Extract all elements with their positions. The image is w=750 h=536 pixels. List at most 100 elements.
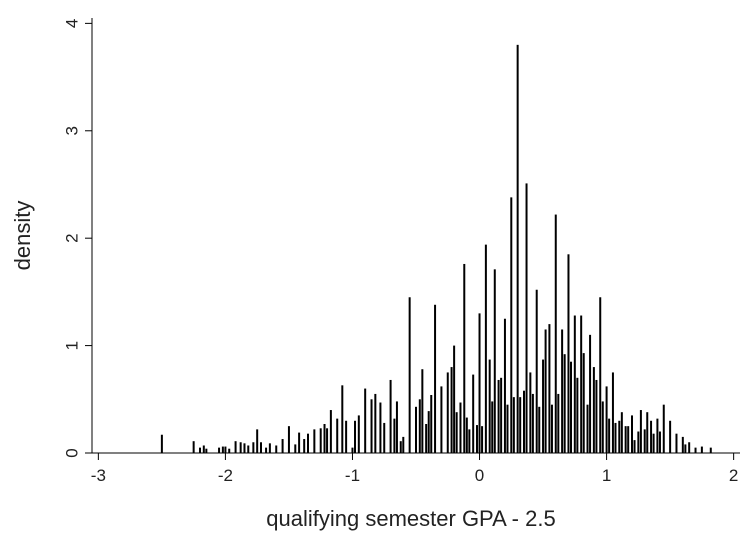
histogram-bar: [468, 429, 471, 453]
histogram-bar: [243, 443, 246, 453]
histogram-bar: [351, 447, 354, 453]
histogram-bar: [627, 426, 630, 453]
y-tick-label: 0: [63, 448, 82, 457]
y-tick-label: 3: [63, 126, 82, 135]
histogram-bar: [688, 442, 691, 453]
histogram-bar: [531, 393, 534, 453]
histogram-bar: [503, 318, 506, 453]
histogram-bars: [160, 44, 712, 453]
histogram-bar: [395, 401, 398, 453]
histogram-bar: [303, 439, 306, 453]
histogram-bar: [259, 442, 262, 453]
histogram-bar: [389, 379, 392, 453]
histogram-bar: [383, 422, 386, 453]
histogram-bar: [252, 442, 255, 453]
y-tick-label: 2: [63, 233, 82, 242]
histogram-bar: [294, 444, 297, 453]
histogram-bar: [434, 304, 437, 453]
histogram-bar: [618, 420, 621, 453]
histogram-bar: [440, 386, 443, 453]
histogram-bar: [662, 404, 665, 453]
histogram-bar: [446, 372, 449, 453]
histogram-bar: [525, 183, 528, 453]
histogram-bar: [475, 425, 478, 453]
histogram-bar: [374, 393, 377, 453]
y-tick-label: 4: [63, 19, 82, 28]
histogram-bar: [669, 420, 672, 453]
histogram-bar: [463, 263, 466, 453]
histogram-bar: [393, 418, 396, 453]
histogram-bar: [684, 444, 687, 453]
histogram-bar: [455, 412, 458, 453]
histogram-bar: [631, 415, 633, 453]
histogram-bar: [646, 412, 649, 453]
histogram-bar: [652, 433, 655, 453]
y-axis-ticks: 0 1 2 3 4: [63, 19, 92, 458]
histogram-bar: [430, 395, 433, 453]
x-tick-label: 0: [475, 466, 484, 485]
histogram-bar: [643, 429, 646, 453]
x-tick-label: 2: [729, 466, 738, 485]
histogram-bar: [582, 353, 585, 453]
histogram-bar: [205, 448, 208, 453]
histogram-bar: [567, 254, 570, 453]
histogram-bar: [633, 440, 636, 453]
histogram-bar: [611, 372, 614, 453]
y-axis-title: density: [10, 201, 35, 271]
histogram-bar: [453, 345, 456, 453]
histogram-bar: [563, 354, 566, 453]
histogram-bar: [234, 441, 237, 453]
x-tick-label: -2: [218, 466, 233, 485]
histogram-bar: [427, 411, 430, 453]
histogram-bar: [535, 289, 538, 453]
histogram-bar: [354, 420, 357, 453]
histogram-bar: [224, 446, 227, 453]
histogram-bar: [516, 44, 519, 453]
histogram-bar: [418, 399, 421, 453]
histogram-bar: [542, 359, 545, 453]
histogram-bar: [329, 410, 332, 453]
histogram-bar: [529, 372, 532, 453]
histogram-bar: [586, 404, 589, 453]
histogram-bar: [550, 404, 553, 453]
histogram-bar: [639, 410, 642, 453]
histogram-bar: [402, 436, 405, 453]
histogram-bar: [298, 432, 301, 453]
histogram-bar: [478, 313, 481, 453]
histogram-bar: [265, 447, 268, 453]
histogram-bar: [491, 401, 494, 453]
histogram-bar: [323, 424, 326, 453]
histogram-bar: [589, 334, 592, 453]
histogram-bar: [548, 324, 551, 453]
x-axis-ticks: -3 -2 -1 0 1 2: [91, 453, 738, 485]
x-tick-label: -1: [345, 466, 360, 485]
histogram-bar: [459, 402, 462, 453]
histogram-bar: [601, 401, 604, 453]
histogram-bar: [620, 412, 623, 453]
histogram-bar: [592, 367, 595, 453]
histogram-bar: [465, 417, 468, 453]
histogram-bar: [357, 415, 360, 453]
histogram-bar: [554, 214, 557, 453]
histogram-bar: [681, 436, 684, 453]
histogram-bar: [408, 297, 411, 453]
histogram-bar: [709, 447, 712, 453]
histogram-bar: [493, 269, 496, 453]
histogram-bar: [425, 424, 428, 453]
histogram-bar: [218, 447, 221, 453]
histogram-bar: [523, 390, 525, 453]
histogram-bar: [700, 446, 703, 453]
histogram-bar: [595, 379, 598, 453]
histogram-bar: [538, 406, 541, 453]
histogram-bar: [658, 431, 661, 453]
histogram-bar: [512, 397, 515, 453]
histogram-bar: [221, 446, 224, 453]
histogram-bar: [576, 377, 579, 453]
x-tick-label: 1: [602, 466, 611, 485]
histogram-bar: [484, 244, 487, 453]
histogram-bar: [614, 422, 617, 453]
histogram-bar: [421, 369, 424, 453]
histogram-bar: [472, 374, 475, 453]
histogram-bar: [247, 445, 250, 453]
